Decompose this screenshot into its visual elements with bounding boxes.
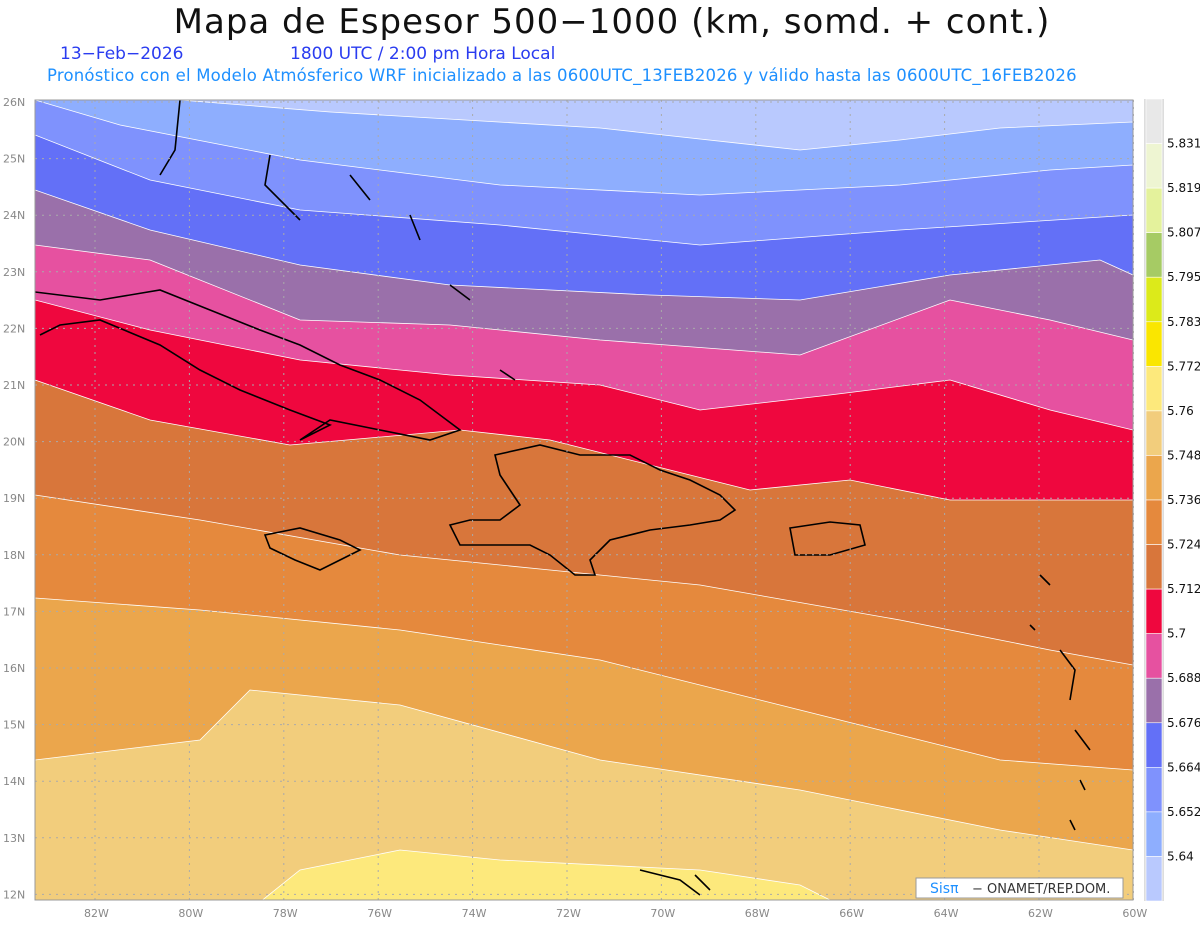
colorbar-label: 5.736	[1167, 493, 1200, 507]
colorbar-label: 5.807	[1167, 226, 1200, 240]
lon-label: 64W	[934, 907, 959, 920]
lat-label: 15N	[3, 719, 25, 732]
colorbar-label: 5.819	[1167, 181, 1200, 195]
colorbar-swatch	[1145, 98, 1163, 144]
colorbar-label: 5.748	[1167, 448, 1200, 462]
lat-label: 20N	[3, 436, 25, 449]
colorbar-swatch	[1145, 321, 1163, 367]
colorbar-swatch	[1145, 143, 1163, 189]
lon-label: 78W	[273, 907, 298, 920]
lat-label: 14N	[3, 775, 25, 788]
colorbar-swatch	[1145, 410, 1163, 456]
lon-label: 80W	[178, 907, 203, 920]
longitude-labels: 82W 80W 78W 76W 74W 72W 70W 68W 66W 64W 62W 60W	[84, 907, 1147, 920]
lat-label: 18N	[3, 549, 25, 562]
lon-label: 74W	[462, 907, 487, 920]
colorbar-label: 5.76	[1167, 404, 1194, 418]
lat-label: 17N	[3, 605, 25, 618]
colorbar: 5.831 5.819 5.807 5.795 5.783 5.772 5.76 5.748 5…	[1144, 98, 1200, 902]
coast-hispaniola	[448, 444, 737, 576]
lon-label: 76W	[367, 907, 392, 920]
credit-brand: Sisπ	[930, 881, 959, 897]
lat-label: 13N	[3, 832, 25, 845]
lon-label: 60W	[1122, 907, 1147, 920]
credit-text: − ONAMET/REP.DOM.	[972, 882, 1110, 897]
colorbar-swatch	[1145, 811, 1163, 857]
coast-cuba	[35, 289, 462, 441]
colorbar-swatch	[1145, 276, 1163, 323]
colorbar-label: 5.676	[1167, 716, 1200, 730]
lon-label: 68W	[745, 907, 770, 920]
latitude-labels: 26N 25N 24N 23N 22N 21N 20N 19N 18N 17N 16N 15N 14N 1…	[3, 96, 25, 901]
band-11	[261, 849, 831, 900]
forecast-time: 1800 UTC / 2:00 pm Hora Local	[290, 44, 556, 64]
colorbar-swatch	[1145, 767, 1163, 813]
colorbar-swatch	[1145, 633, 1163, 679]
lon-label: 82W	[84, 907, 109, 920]
colorbar-label: 5.652	[1167, 805, 1200, 819]
map-title: Mapa de Espesor 500−1000 (km, somd. + co…	[173, 2, 1051, 42]
coast-bahamas	[159, 100, 516, 381]
coastlines	[35, 100, 1091, 896]
colorbar-swatch	[1145, 232, 1163, 278]
lat-label: 25N	[3, 153, 25, 166]
colorbar-label: 5.64	[1167, 849, 1194, 863]
colorbar-swatch	[1145, 366, 1163, 412]
lat-label: 16N	[3, 662, 25, 675]
lat-label: 19N	[3, 492, 25, 505]
forecast-date: 13−Feb−2026	[60, 44, 184, 64]
lat-label: 26N	[3, 96, 25, 109]
colorbar-label: 5.712	[1167, 582, 1200, 596]
lat-label: 23N	[3, 266, 25, 279]
colorbar-swatch	[1145, 588, 1163, 634]
colorbar-label: 5.783	[1167, 315, 1200, 329]
colorbar-swatch	[1145, 499, 1163, 545]
colorbar-label: 5.772	[1167, 359, 1200, 373]
colorbar-swatch	[1145, 856, 1163, 902]
lon-label: 70W	[650, 907, 675, 920]
colorbar-swatch	[1145, 455, 1163, 501]
lon-label: 66W	[839, 907, 864, 920]
colorbar-label: 5.831	[1167, 137, 1200, 151]
lat-label: 24N	[3, 209, 25, 222]
colorbar-swatch	[1145, 722, 1163, 768]
lon-label: 62W	[1028, 907, 1053, 920]
lat-label: 21N	[3, 379, 25, 392]
model-subtitle: Pronóstico con el Modelo Atmósferico WRF…	[47, 66, 1077, 85]
coast-puerto-rico	[789, 521, 866, 556]
lat-label: 22N	[3, 322, 25, 335]
coast-jamaica	[263, 527, 362, 571]
colorbar-label: 5.7	[1167, 627, 1186, 641]
graticule	[35, 100, 1134, 900]
lat-label: 12N	[3, 888, 25, 901]
lon-label: 72W	[556, 907, 581, 920]
credit-box: Sisπ − ONAMET/REP.DOM.	[915, 877, 1124, 899]
band-10	[35, 689, 1133, 900]
colorbar-label: 5.724	[1167, 538, 1200, 552]
colorbar-label: 5.664	[1167, 760, 1200, 774]
colorbar-swatch	[1145, 187, 1163, 233]
coast-lesser-antilles	[639, 574, 1091, 896]
colorbar-swatch	[1145, 677, 1163, 724]
colorbar-label: 5.688	[1167, 671, 1200, 685]
colorbar-label: 5.795	[1167, 270, 1200, 284]
map-frame	[34, 99, 1134, 901]
thickness-bands	[35, 100, 1133, 900]
colorbar-swatch	[1145, 544, 1163, 590]
